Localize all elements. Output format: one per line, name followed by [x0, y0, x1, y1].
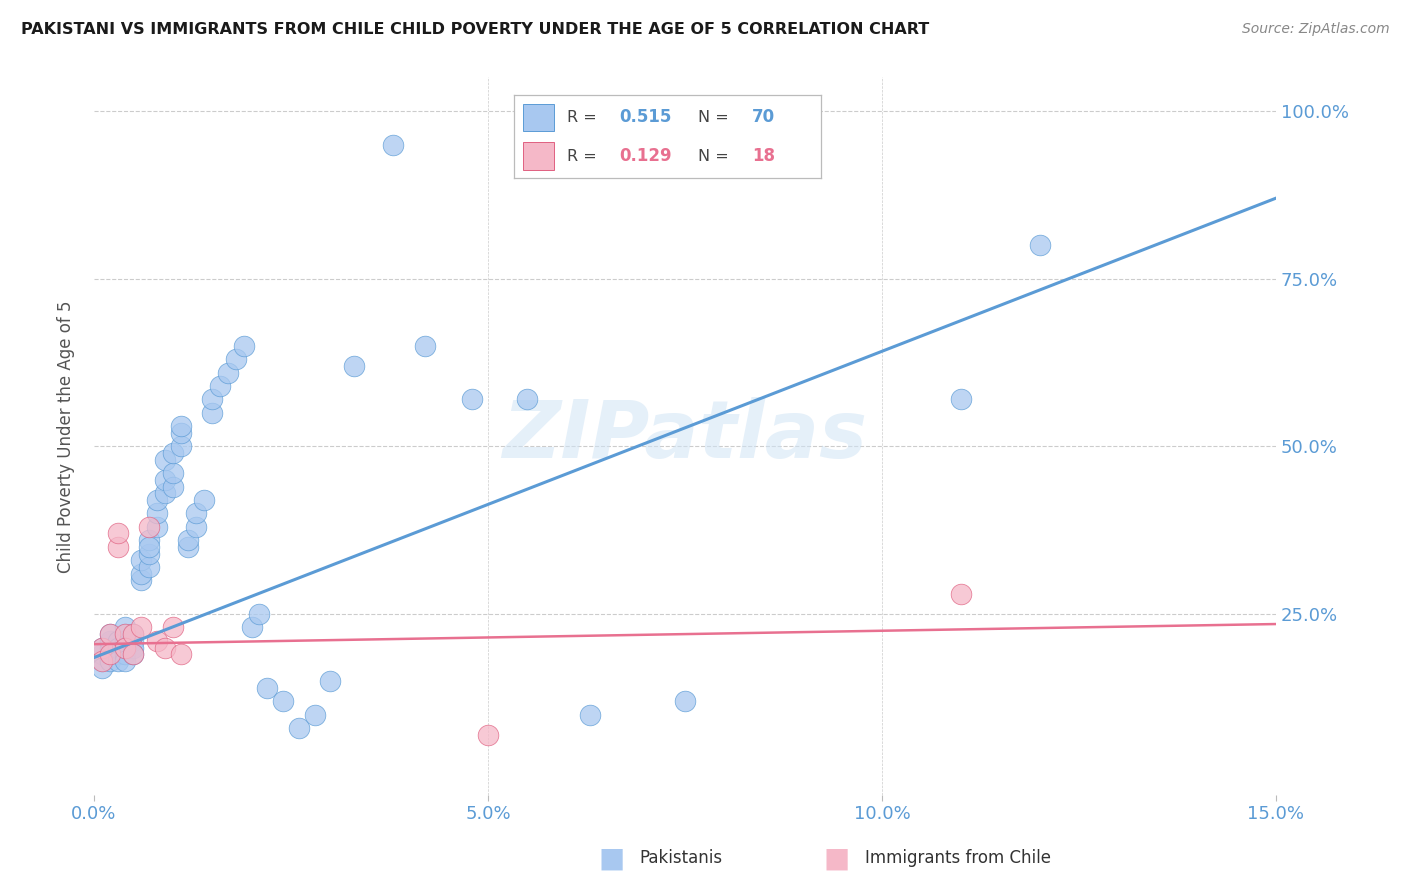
Point: [129, 566, 152, 581]
Point: [146, 633, 169, 648]
Point: [114, 640, 136, 655]
Point: [107, 633, 129, 648]
Point: [288, 721, 311, 735]
Point: [122, 627, 145, 641]
Point: [232, 339, 254, 353]
Point: [240, 620, 263, 634]
Point: [162, 466, 184, 480]
Text: ■: ■: [824, 844, 849, 872]
Point: [98, 647, 121, 661]
Point: [98, 627, 121, 641]
Point: [114, 654, 136, 668]
Point: [217, 366, 239, 380]
Y-axis label: Child Poverty Under the Age of 5: Child Poverty Under the Age of 5: [58, 300, 75, 573]
Point: [138, 533, 160, 548]
Point: [949, 587, 972, 601]
Point: [153, 640, 176, 655]
Point: [162, 479, 184, 493]
Point: [114, 647, 136, 661]
Point: [138, 520, 160, 534]
Point: [138, 560, 160, 574]
Point: [122, 627, 145, 641]
Point: [169, 419, 191, 434]
Text: ZIPatlas: ZIPatlas: [502, 397, 868, 475]
Point: [146, 492, 169, 507]
Point: [153, 452, 176, 467]
Point: [122, 647, 145, 661]
Point: [153, 473, 176, 487]
Point: [186, 507, 208, 521]
Text: PAKISTANI VS IMMIGRANTS FROM CHILE CHILD POVERTY UNDER THE AGE OF 5 CORRELATION : PAKISTANI VS IMMIGRANTS FROM CHILE CHILD…: [21, 22, 929, 37]
Point: [138, 547, 160, 561]
Point: [114, 640, 136, 655]
Point: [193, 492, 215, 507]
Point: [382, 137, 405, 152]
Point: [129, 574, 152, 588]
Point: [271, 694, 294, 708]
Point: [319, 674, 342, 689]
Point: [201, 406, 224, 420]
Point: [413, 339, 436, 353]
Point: [138, 540, 160, 554]
Point: [122, 633, 145, 648]
Point: [129, 553, 152, 567]
Point: [98, 654, 121, 668]
Point: [673, 694, 696, 708]
Point: [225, 352, 247, 367]
Point: [177, 533, 200, 548]
Point: [129, 620, 152, 634]
Point: [146, 520, 169, 534]
Point: [107, 647, 129, 661]
Point: [162, 620, 184, 634]
Point: [177, 540, 200, 554]
Point: [107, 526, 129, 541]
Point: [1028, 238, 1050, 252]
Point: [201, 392, 224, 407]
Point: [90, 640, 112, 655]
Point: [186, 520, 208, 534]
Point: [477, 728, 499, 742]
Point: [249, 607, 271, 621]
Point: [90, 660, 112, 674]
Point: [256, 681, 278, 695]
Text: Source: ZipAtlas.com: Source: ZipAtlas.com: [1241, 22, 1389, 37]
Point: [461, 392, 484, 407]
Point: [208, 379, 231, 393]
Point: [114, 627, 136, 641]
Point: [114, 627, 136, 641]
Point: [162, 446, 184, 460]
Point: [90, 654, 112, 668]
Point: [169, 647, 191, 661]
Text: ■: ■: [599, 844, 624, 872]
Point: [98, 633, 121, 648]
Point: [107, 654, 129, 668]
Point: [122, 640, 145, 655]
Point: [90, 640, 112, 655]
Point: [98, 647, 121, 661]
Point: [949, 392, 972, 407]
Point: [114, 633, 136, 648]
Point: [153, 486, 176, 500]
Point: [90, 647, 112, 661]
Point: [579, 707, 602, 722]
Point: [90, 654, 112, 668]
Text: Immigrants from Chile: Immigrants from Chile: [865, 849, 1050, 867]
Point: [516, 392, 538, 407]
Point: [107, 540, 129, 554]
Point: [343, 359, 366, 373]
Point: [304, 707, 326, 722]
Point: [98, 627, 121, 641]
Point: [114, 620, 136, 634]
Point: [122, 647, 145, 661]
Point: [98, 640, 121, 655]
Point: [107, 640, 129, 655]
Point: [169, 439, 191, 453]
Point: [169, 425, 191, 440]
Text: Pakistanis: Pakistanis: [640, 849, 723, 867]
Point: [146, 507, 169, 521]
Point: [107, 640, 129, 655]
